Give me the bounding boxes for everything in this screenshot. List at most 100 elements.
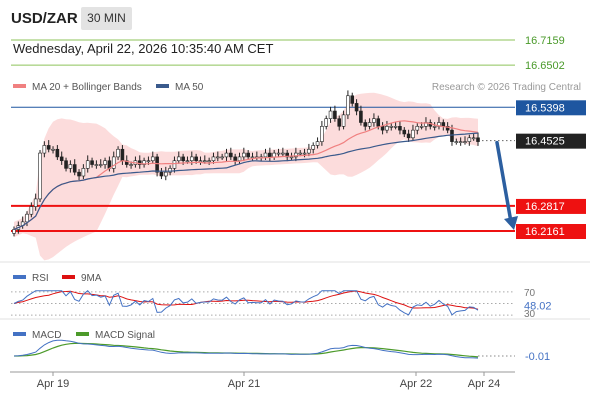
candle-body bbox=[346, 95, 350, 116]
level-tag-3 bbox=[516, 198, 586, 214]
candle-body bbox=[445, 126, 450, 131]
watermark: Research © 2026 Trading Central bbox=[432, 82, 581, 93]
candle-body bbox=[402, 129, 407, 135]
candle-body bbox=[337, 118, 342, 127]
candle-body bbox=[398, 126, 402, 131]
candle-body bbox=[289, 156, 294, 159]
candle-body bbox=[380, 126, 385, 131]
level-label-0: 16.7159 bbox=[525, 35, 565, 47]
candle-body bbox=[250, 156, 255, 159]
candle-body bbox=[129, 164, 133, 166]
candle-body bbox=[454, 141, 459, 143]
candle-body bbox=[419, 126, 424, 128]
candle-body bbox=[320, 126, 324, 142]
candle-body bbox=[406, 133, 411, 139]
candle-body bbox=[155, 156, 159, 173]
candle-body bbox=[111, 156, 116, 169]
candle-body bbox=[176, 156, 181, 162]
candle-body bbox=[77, 171, 81, 177]
candle-body bbox=[315, 141, 320, 146]
candle-body bbox=[333, 110, 337, 119]
candle-body bbox=[307, 148, 311, 154]
candle-body bbox=[389, 126, 394, 128]
candle-body bbox=[450, 129, 454, 142]
candle-body bbox=[237, 156, 242, 162]
datetime-label: Wednesday, April 22, 2026 10:35:40 AM CE… bbox=[13, 41, 274, 56]
candle-body bbox=[476, 137, 480, 142]
level-tag-2 bbox=[516, 100, 586, 116]
level-label-4: 16.2161 bbox=[525, 226, 565, 238]
x-tick-label-0: Apr 19 bbox=[37, 378, 69, 390]
candle-body bbox=[55, 148, 60, 158]
candle-body bbox=[268, 152, 272, 158]
candle-body bbox=[203, 160, 207, 163]
x-tick-label-3: Apr 24 bbox=[468, 378, 500, 390]
candle-body bbox=[233, 156, 237, 162]
last-price-tag bbox=[516, 133, 586, 149]
candle-body bbox=[116, 148, 120, 158]
legend-label-ma20: MA 20 + Bollinger Bands bbox=[32, 82, 142, 93]
timeframe-button[interactable]: 30 MIN bbox=[81, 7, 132, 30]
candle-body bbox=[354, 103, 359, 112]
candle-body bbox=[458, 141, 463, 143]
candle-body bbox=[94, 164, 99, 166]
candle-body bbox=[90, 160, 94, 165]
candle-body bbox=[294, 152, 298, 158]
candle-body bbox=[46, 145, 51, 150]
level-label-1: 16.6502 bbox=[525, 60, 565, 72]
candle-body bbox=[324, 118, 329, 127]
candle-body bbox=[72, 164, 77, 173]
rsi-tick-70: 70 bbox=[524, 288, 536, 299]
legend-label-macd: MACD bbox=[32, 330, 61, 341]
candle-body bbox=[211, 156, 216, 162]
legend-swatch-macd bbox=[13, 332, 26, 336]
level-label-3: 16.2817 bbox=[525, 201, 565, 213]
candle-body bbox=[103, 160, 107, 165]
candle-body bbox=[142, 160, 146, 165]
candle-body bbox=[298, 152, 303, 155]
candle-body bbox=[64, 160, 68, 169]
macd-signal-line bbox=[14, 342, 479, 358]
candle-body bbox=[263, 152, 268, 158]
candle-body bbox=[359, 110, 363, 123]
legend-label-ma50: MA 50 bbox=[175, 82, 204, 93]
legend-label-macd-signal: MACD Signal bbox=[95, 330, 155, 341]
candle-body bbox=[363, 122, 368, 127]
candle-body bbox=[415, 126, 420, 131]
candle-body bbox=[194, 156, 198, 162]
candle-body bbox=[432, 126, 437, 128]
level-label-2: 16.5398 bbox=[525, 102, 565, 114]
candle-body bbox=[150, 156, 155, 162]
candle-body bbox=[463, 141, 467, 143]
x-tick-label-1: Apr 21 bbox=[228, 378, 260, 390]
ma50-line bbox=[13, 132, 479, 231]
candle-body bbox=[224, 152, 229, 158]
candle-body bbox=[376, 118, 381, 127]
candle-body bbox=[146, 160, 151, 163]
candle-body bbox=[68, 164, 73, 169]
macd-last-value: -0.01 bbox=[525, 351, 550, 363]
symbol-title: USD/ZAR bbox=[11, 10, 78, 27]
candle-body bbox=[172, 160, 177, 169]
candle-body bbox=[372, 118, 376, 123]
candle-body bbox=[276, 152, 281, 155]
candle-body bbox=[207, 160, 211, 163]
legend-swatch-macd-signal bbox=[76, 332, 89, 336]
candle-body bbox=[59, 156, 64, 162]
candle-body bbox=[441, 122, 446, 127]
candle-body bbox=[328, 110, 333, 119]
rsi-last-value: 48.02 bbox=[524, 300, 552, 312]
candle-body bbox=[198, 160, 203, 163]
candle-body bbox=[25, 213, 29, 223]
candle-body bbox=[137, 160, 142, 165]
candle-body bbox=[229, 152, 233, 158]
rsi-line bbox=[13, 290, 479, 316]
candle-body bbox=[185, 160, 190, 163]
rsi-tick-30: 30 bbox=[524, 309, 536, 320]
candle-body bbox=[281, 152, 285, 155]
level-tag-4 bbox=[516, 224, 586, 239]
candle-body bbox=[98, 164, 103, 166]
candle-body bbox=[216, 156, 220, 159]
